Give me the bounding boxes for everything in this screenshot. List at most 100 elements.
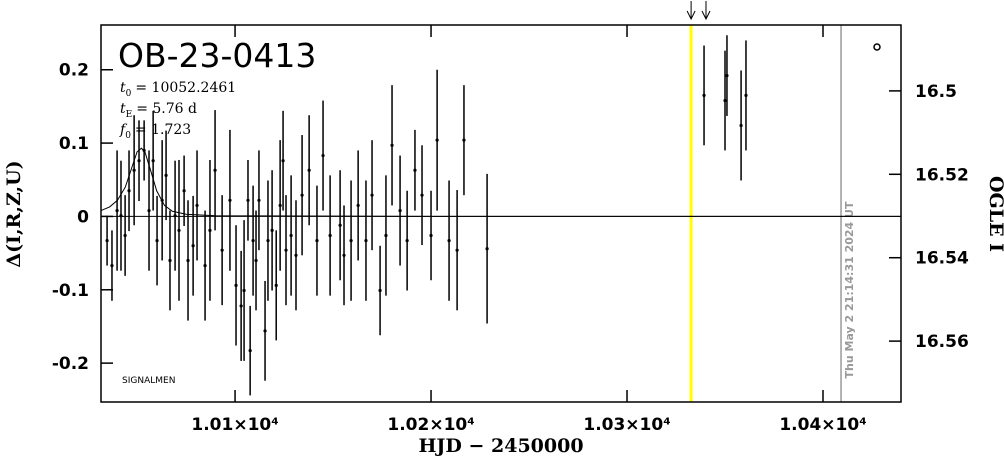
y2-tick-label: 16.54 [915,249,969,269]
data-point [142,148,146,153]
data-point [164,173,168,177]
parameter: tE = 5.76 d [120,101,197,120]
param-symbol: t [120,80,126,96]
event-arrow [686,1,696,21]
data-point [228,198,232,202]
param-sub: 0 [125,131,131,141]
data-point [208,228,212,232]
param-sub: E [126,110,133,120]
y2-tick-label: 16.5 [915,82,957,102]
data-point [364,239,368,243]
data-point [257,198,261,202]
data-point [115,208,119,213]
data-point [455,248,459,252]
data-point [307,168,311,172]
data-point [182,189,186,193]
credit: SIGNALMEN [122,376,175,386]
data-point [266,239,270,243]
data-point [234,283,238,287]
data-point [270,228,274,232]
data-point [110,263,114,268]
data-point [220,248,224,252]
data-point [739,123,743,128]
data-point [251,239,255,243]
data-point [147,208,151,213]
data-point [702,93,706,98]
data-point [186,258,190,263]
event-arrow [701,1,711,21]
data-point [119,214,123,218]
param-symbol: t [120,101,126,117]
parameter: t0 = 10052.2461 [120,80,236,99]
param-symbol: f [119,122,128,138]
data-point [725,74,729,78]
param-text: = 10052.2461 [135,80,236,96]
y-tick-label: 0.1 [59,134,89,154]
data-point [281,159,285,163]
data-point [429,233,433,238]
x-tick-label: 1.01×10⁴ [191,415,278,435]
data-point [349,239,353,243]
data-point [390,143,394,147]
y2-axis-label: OGLE I [985,176,1004,252]
data-point [370,193,374,197]
y-axis-label: Δ(I,R,Z,U) [3,160,25,267]
data-point [300,193,304,197]
data-point [246,198,250,202]
data-point [155,239,159,243]
data-point [289,233,293,238]
data-point [462,138,466,142]
data-point [278,203,282,208]
data-point [274,283,278,287]
data-point [315,239,319,243]
y2-tick-label: 16.56 [915,332,969,352]
symbol [873,43,881,51]
data-point [328,233,332,238]
data-point [239,304,243,308]
data-point [203,263,207,268]
data-point [151,159,155,163]
data-point [263,329,267,333]
data-point [723,98,727,103]
data-point [132,168,136,172]
data-point [413,168,417,172]
data-point [485,247,489,251]
chart-title: OB-23-0413 [118,36,316,75]
param-text: = 5.76 d [136,101,197,117]
data-point [105,239,109,243]
model-curve [100,147,901,217]
data-point [173,214,177,218]
data-point [191,244,195,248]
data-point [137,159,141,163]
data-point [384,233,388,238]
plot-frame [100,24,902,403]
data-point [168,258,172,263]
data-point [123,233,127,238]
parameter: f0 = 1.723 [119,122,191,141]
y2-tick-label: 16.52 [915,165,969,185]
param-text: = 1.723 [135,122,191,138]
data-point [254,258,258,263]
x-tick-label: 1.02×10⁴ [387,415,474,435]
data-point [284,248,288,252]
data-point [744,93,748,98]
y-tick-label: 0.2 [59,61,89,81]
data-point [321,153,325,158]
data-point [127,189,131,193]
data-point [213,168,217,172]
data-point [338,223,342,227]
data-point [248,349,252,353]
data-point [177,228,181,232]
data-point [356,203,360,208]
y-tick-label: -0.2 [52,354,89,374]
data-point [242,288,246,293]
x-axis-label: HJD − 2450000 [418,435,583,457]
data-point [420,193,424,197]
x-tick-label: 1.03×10⁴ [583,415,670,435]
data-point [447,239,451,243]
data-point [378,288,382,293]
timestamp: Thu May 2 21:14:31 2024 UT [843,201,856,378]
y-tick-label: 0 [77,207,89,227]
y-tick-label: -0.1 [52,281,89,301]
